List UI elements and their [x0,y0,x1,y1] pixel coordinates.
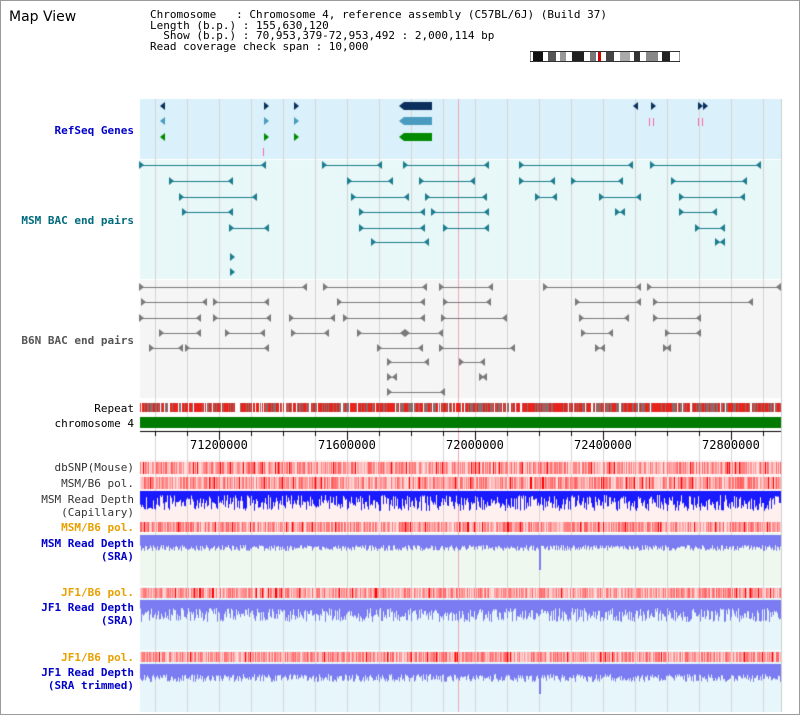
msm-read-depth-capillary-label: MSM Read Depth [41,493,134,506]
msm-b6-pol-label-2: MSM/B6 pol. [61,521,134,534]
msm-b6-pol-label-1: MSM/B6 pol. [61,477,134,490]
msm-read-depth-sra-label: MSM Read Depth [41,537,134,550]
chromosome-line: Chromosome : Chromosome 4, reference ass… [150,8,607,21]
jf1-trimmed-sublabel: (SRA trimmed) [47,679,134,692]
jf1-read-depth-trimmed-label: JF1 Read Depth [41,666,134,679]
chromosome-ideogram[interactable] [530,51,680,62]
jf1-b6-pol-label-2: JF1/B6 pol. [61,651,134,664]
jf1-b6-pol-label-1: JF1/B6 pol. [61,586,134,599]
page-title: Map View [9,9,77,25]
refseq-genes-label[interactable]: RefSeq Genes [54,124,134,137]
axis-tick-label: 71600000 [318,438,376,452]
b6n-bac-end-pairs-label[interactable]: B6N BAC end pairs [21,334,134,347]
chromosome-label: chromosome 4 [54,417,134,430]
coverage-line: Read coverage check span : 10,000 [150,39,369,53]
msm-bac-end-pairs-label[interactable]: MSM BAC end pairs [21,214,134,227]
jf1-read-depth-sra-label: JF1 Read Depth [41,601,134,614]
repeat-label: Repeat [94,402,134,415]
axis-tick-label: 72400000 [574,438,632,452]
show-line: Show (b.p.) : 70,953,379-72,953,492 : 2,… [150,29,495,42]
ideogram-position-marker [598,52,601,61]
length-line: Length (b.p.) : 155,630,120 [150,18,329,32]
axis-tick-label: 72800000 [702,438,760,452]
region-info: Chromosome : Chromosome 4, reference ass… [150,8,607,53]
capillary-sublabel: (Capillary) [61,506,134,519]
dbsnp-label: dbSNP(Mouse) [54,461,134,474]
msm-sra-sublabel: (SRA) [100,550,134,563]
jf1-sra-sublabel: (SRA) [100,614,134,627]
axis-tick-label: 72000000 [446,438,504,452]
axis-tick-label: 71200000 [190,438,248,452]
